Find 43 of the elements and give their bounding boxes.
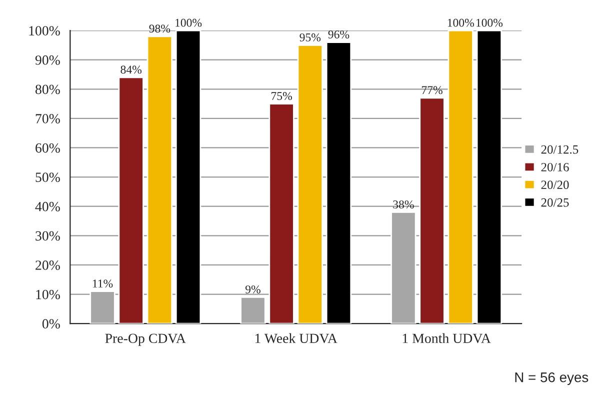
legend-label: 20/25 — [541, 198, 569, 207]
legend-label: 20/12.5 — [541, 145, 578, 154]
y-tick-label: 20% — [36, 260, 60, 270]
text: N = 56 eyes — [515, 372, 588, 385]
data-label: 77% — [422, 86, 442, 94]
y-tick-label: 0% — [42, 319, 60, 329]
data-label: 100% — [176, 18, 202, 27]
bar — [240, 296, 266, 324]
data-label: 100% — [448, 18, 474, 27]
data-label: 75% — [272, 92, 292, 100]
bar — [448, 30, 474, 324]
data-label: 38% — [393, 200, 414, 208]
bar — [175, 30, 202, 324]
data-label: 96% — [328, 30, 350, 38]
legend-label: 20/16 — [541, 162, 569, 172]
bar — [390, 212, 416, 324]
y-tick-label: 40% — [35, 202, 60, 212]
y-tick-label: 60% — [36, 143, 60, 153]
bar — [297, 44, 323, 324]
y-tick-label: 90% — [35, 55, 60, 65]
y-tick-label: 100% — [29, 26, 60, 36]
legend-label: 20/20 — [541, 180, 569, 190]
x-tick-label: Pre-Op CDVA — [105, 334, 186, 346]
data-label: 11% — [92, 280, 113, 288]
data-label: 95% — [300, 33, 321, 42]
y-tick-label: 10% — [36, 290, 60, 300]
bar — [146, 36, 173, 324]
data-label: 84% — [120, 66, 142, 74]
y-tick-label: 30% — [36, 231, 60, 241]
bar — [326, 42, 352, 324]
bar — [476, 30, 502, 324]
bar — [268, 103, 294, 324]
y-tick-label: 50% — [36, 172, 60, 182]
data-label: 100% — [476, 18, 503, 27]
y-tick-label: 70% — [36, 114, 60, 124]
x-tick-label: 1 Week UDVA — [255, 333, 338, 344]
data-label: 98% — [149, 24, 170, 33]
y-tick-label: 80% — [36, 84, 60, 94]
bar — [118, 76, 144, 324]
bar — [419, 97, 445, 324]
bar — [90, 290, 116, 324]
data-label: 9% — [245, 285, 260, 294]
x-tick-label: 1 Month UDVA — [402, 333, 491, 344]
